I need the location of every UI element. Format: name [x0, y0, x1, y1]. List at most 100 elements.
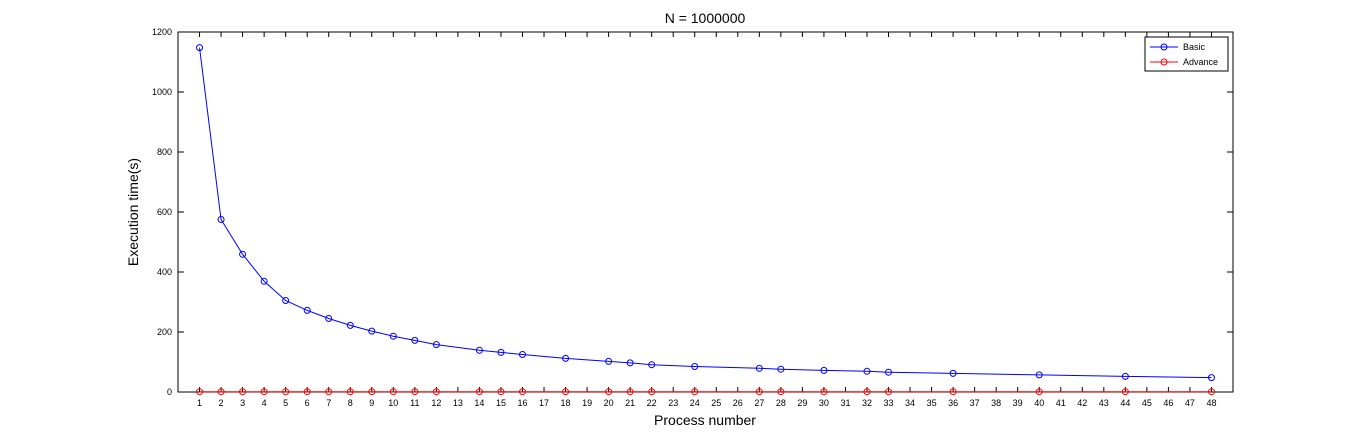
data-point-advance	[303, 388, 311, 396]
data-point-basic	[325, 315, 333, 322]
data-point-advance	[605, 388, 613, 396]
data-point-basic	[691, 363, 699, 370]
data-point-basic	[518, 351, 526, 358]
data-point-basic	[346, 321, 354, 329]
data-point-advance	[863, 388, 871, 396]
x-tick-label: 6	[305, 398, 310, 408]
x-tick-label: 11	[410, 398, 419, 408]
data-point-basic	[1121, 372, 1129, 380]
x-tick-label: 4	[262, 398, 267, 408]
y-tick-label: 0	[167, 387, 172, 397]
data-point-basic	[820, 366, 828, 374]
data-point-advance	[346, 388, 354, 396]
y-axis-label: Execution time(s)	[125, 158, 141, 266]
series-layer	[196, 44, 1215, 396]
legend-label-advance: Advance	[1183, 57, 1218, 67]
data-point-basic	[260, 277, 268, 285]
data-point-advance	[432, 388, 440, 396]
y-tick-label: 800	[157, 147, 172, 157]
data-point-basic	[777, 365, 785, 373]
axis-ticks: 1 2 3 4 5 6 7 8 9 10 11 12 13 14 15 16 17 18 19 20 21 22 23 24 2…	[152, 27, 1233, 408]
data-point-advance	[260, 388, 268, 396]
x-tick-label: 33	[884, 398, 894, 408]
data-point-basic	[389, 332, 397, 340]
data-point-advance	[626, 388, 634, 396]
x-tick-label: 31	[840, 398, 850, 408]
x-tick-label: 14	[474, 398, 484, 408]
x-tick-label: 26	[733, 398, 743, 408]
x-tick-label: 1	[197, 398, 202, 408]
x-tick-label: 18	[561, 398, 571, 408]
data-point-advance	[282, 388, 290, 396]
plot-frame	[177, 31, 1234, 393]
data-point-advance	[1121, 388, 1129, 396]
y-tick-label: 400	[157, 267, 172, 277]
x-tick-label: 44	[1120, 398, 1130, 408]
data-point-basic	[475, 346, 483, 354]
data-point-basic	[368, 327, 376, 335]
series-line-basic	[199, 47, 1212, 379]
chart-title: N = 1000000	[665, 10, 746, 26]
x-tick-label: 15	[496, 398, 506, 408]
data-point-basic	[885, 368, 893, 376]
legend-box	[1144, 36, 1229, 72]
x-tick-label: 16	[517, 398, 527, 408]
x-tick-label: 29	[797, 398, 807, 408]
x-tick-label: 2	[219, 398, 224, 408]
data-point-advance	[777, 388, 785, 396]
x-tick-label: 12	[431, 398, 441, 408]
data-point-basic	[605, 357, 613, 365]
x-tick-label: 48	[1206, 398, 1216, 408]
y-tick-label: 200	[157, 327, 172, 337]
data-point-basic	[1207, 374, 1215, 382]
data-point-advance	[196, 388, 204, 396]
x-tick-label: 28	[776, 398, 786, 408]
x-tick-label: 32	[862, 398, 872, 408]
x-tick-label: 13	[453, 398, 463, 408]
data-point-advance	[562, 388, 570, 396]
data-point-advance	[885, 388, 893, 396]
x-tick-label: 47	[1185, 398, 1195, 408]
y-tick-label: 1200	[152, 27, 172, 37]
data-point-basic	[626, 359, 634, 367]
x-tick-label: 46	[1163, 398, 1173, 408]
x-tick-label: 34	[905, 398, 915, 408]
data-point-advance	[368, 388, 376, 396]
x-tick-label: 3	[240, 398, 245, 408]
x-tick-label: 23	[668, 398, 678, 408]
data-point-advance	[411, 388, 419, 396]
data-point-advance	[949, 388, 957, 396]
data-point-advance	[497, 388, 505, 396]
x-tick-label: 37	[970, 398, 980, 408]
x-tick-label: 22	[647, 398, 657, 408]
data-point-advance	[389, 388, 397, 396]
data-point-basic	[411, 336, 419, 344]
x-tick-label: 41	[1056, 398, 1066, 408]
x-tick-label: 27	[754, 398, 764, 408]
x-tick-label: 25	[711, 398, 721, 408]
x-tick-label: 40	[1034, 398, 1044, 408]
legend-marker-advance	[1160, 58, 1168, 66]
data-point-basic	[949, 369, 957, 377]
data-point-basic	[282, 297, 290, 304]
data-point-basic	[1035, 371, 1043, 379]
y-tick-label: 1000	[152, 87, 172, 97]
data-point-basic	[497, 348, 505, 356]
x-tick-label: 8	[348, 398, 353, 408]
x-tick-label: 19	[582, 398, 592, 408]
x-tick-label: 39	[1013, 398, 1023, 408]
x-tick-label: 17	[539, 398, 549, 408]
data-point-advance	[239, 388, 247, 396]
data-point-advance	[217, 388, 225, 396]
data-point-advance	[475, 388, 483, 396]
x-tick-label: 30	[819, 398, 829, 408]
data-point-advance	[1207, 388, 1215, 396]
data-point-basic	[863, 367, 871, 375]
data-point-advance	[518, 388, 526, 396]
data-point-advance	[1035, 388, 1043, 396]
data-point-basic	[239, 250, 247, 258]
data-point-advance	[820, 388, 828, 396]
data-point-basic	[196, 44, 204, 52]
x-tick-label: 9	[369, 398, 374, 408]
